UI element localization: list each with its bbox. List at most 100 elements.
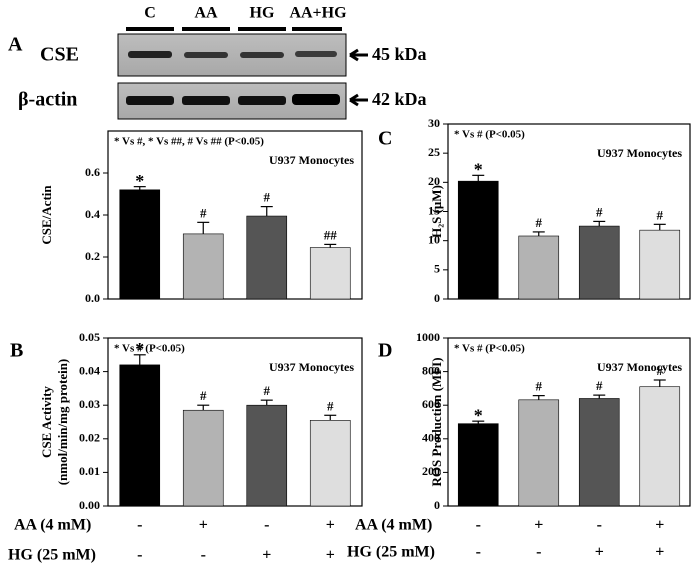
- treatment-sign: -: [137, 517, 142, 534]
- bar: [518, 399, 560, 507]
- bar: [182, 409, 224, 507]
- size-label: 42 kDa: [372, 89, 427, 109]
- treatment-label: AA (4 mM): [355, 517, 432, 534]
- treatment-sign: -: [536, 544, 541, 561]
- treatment-sign: +: [326, 547, 335, 564]
- note: * Vs # (P<0.05): [454, 343, 525, 355]
- blot: C AA HG AA+HG CSE β-actin 45 kDa 42 kDa: [18, 5, 427, 120]
- note: * Vs #, * Vs ##, # Vs ## (P<0.05): [114, 136, 264, 148]
- band: [184, 52, 228, 58]
- significance: #: [264, 383, 271, 398]
- y-tick-label: 0.05: [79, 330, 100, 344]
- significance: *: [474, 159, 483, 179]
- y-tick-label: 0.4: [85, 207, 100, 221]
- bar: [518, 235, 560, 300]
- y-axis-label: ROS Production (MFI): [429, 357, 444, 486]
- significance: #: [596, 378, 603, 393]
- bar: [639, 386, 681, 507]
- significance: *: [474, 405, 483, 425]
- treatment-sign: -: [137, 547, 142, 564]
- band: [292, 94, 340, 105]
- y-tick-label: 15: [428, 203, 440, 217]
- chart: 0.00.20.40.6 *####* Vs #, * Vs ##, # Vs #…: [39, 130, 363, 305]
- bar: [578, 398, 620, 507]
- significance: #: [657, 363, 664, 378]
- significance: #: [536, 379, 543, 394]
- significance: #: [327, 398, 334, 413]
- y-tick-label: 1000: [416, 330, 440, 344]
- note: * Vs # (P<0.05): [454, 129, 525, 141]
- significance: #: [200, 388, 207, 403]
- y-tick-label: 0.04: [79, 363, 100, 377]
- y-tick-label: 0.00: [79, 498, 100, 512]
- plot-frame: [447, 337, 691, 507]
- lane-label: HG: [250, 5, 275, 22]
- significance: #: [200, 205, 207, 220]
- y-tick-label: 0.2: [85, 249, 100, 263]
- blot-row-label: β-actin: [18, 89, 77, 111]
- panel-letter: D: [378, 340, 392, 362]
- band: [240, 52, 284, 58]
- treatment-sign: +: [326, 517, 335, 534]
- band: [126, 96, 174, 105]
- y-tick-label: 0: [434, 498, 440, 512]
- significance: #: [536, 215, 543, 230]
- treatment-sign: +: [262, 547, 271, 564]
- chart: 0 5 10 15 20 25 30 * # # # * Vs # (P<0.05) U937 Mono…: [378, 116, 691, 305]
- note: * Vs # (P<0.05): [114, 343, 185, 355]
- bar: [457, 423, 499, 507]
- treatment-label: HG (25 mM): [347, 544, 435, 561]
- treatment-sign: +: [655, 544, 664, 561]
- treatment-sign: -: [476, 517, 481, 534]
- y-tick-label: 200: [422, 464, 440, 478]
- treatments-right: AA (4 mM) HG (25 mM): [347, 517, 435, 561]
- treatments-left: AA (4 mM) HG (25 mM): [8, 517, 96, 564]
- size-label: 45 kDa: [372, 44, 427, 64]
- band: [238, 96, 286, 105]
- bar: [119, 189, 161, 300]
- y-tick-label: 25: [428, 145, 440, 159]
- bar: [457, 180, 499, 300]
- bar: [182, 233, 224, 300]
- bar: [309, 420, 351, 507]
- panel-letter: B: [10, 340, 23, 362]
- treatment-sign: -: [264, 517, 269, 534]
- y-axis-label: H₂S (μM): [429, 185, 444, 238]
- bar: [119, 364, 161, 507]
- y-tick-label: 400: [422, 431, 440, 445]
- y-tick-label: 5: [434, 262, 440, 276]
- cell-label: U937 Monocytes: [597, 360, 682, 374]
- significance: #: [657, 207, 664, 222]
- bar: [309, 247, 351, 300]
- bar: [246, 215, 288, 300]
- plot-frame: [107, 337, 363, 507]
- significance: ##: [324, 227, 338, 242]
- y-tick-label: 800: [422, 363, 440, 377]
- treatment-label: HG (25 mM): [8, 547, 96, 564]
- arrow: [349, 48, 368, 62]
- y-axis-label: (nmol/min/mg protein): [55, 359, 70, 486]
- treatment-label: AA (4 mM): [14, 517, 91, 534]
- lane-label: AA: [194, 5, 218, 22]
- y-axis-label: CSE/Actin: [39, 185, 54, 245]
- y-tick-label: 0.02: [79, 431, 100, 445]
- band: [295, 51, 337, 57]
- y-tick-label: 0.03: [79, 397, 100, 411]
- y-tick-label: 0.6: [85, 165, 100, 179]
- treatment-sign: +: [199, 517, 208, 534]
- treatment-sign: -: [597, 517, 602, 534]
- y-tick-label: 0.0: [85, 291, 100, 305]
- y-tick-label: 0: [434, 291, 440, 305]
- treatment-sign: +: [534, 517, 543, 534]
- treatment-sign: +: [595, 544, 604, 561]
- arrow: [349, 93, 368, 107]
- significance: *: [135, 339, 144, 359]
- significance: *: [135, 171, 144, 191]
- chart: 0.00 0.01 0.02 0.03 0.04 0.05 * # # # * Vs # (P<0.…: [10, 330, 363, 564]
- significance: #: [596, 204, 603, 219]
- bar: [246, 404, 288, 507]
- significance: #: [264, 190, 271, 205]
- chart: 0 200 400 600 800 1000 * # # # * Vs # (P<0.05) U937…: [378, 330, 691, 561]
- lane-label: C: [144, 5, 156, 22]
